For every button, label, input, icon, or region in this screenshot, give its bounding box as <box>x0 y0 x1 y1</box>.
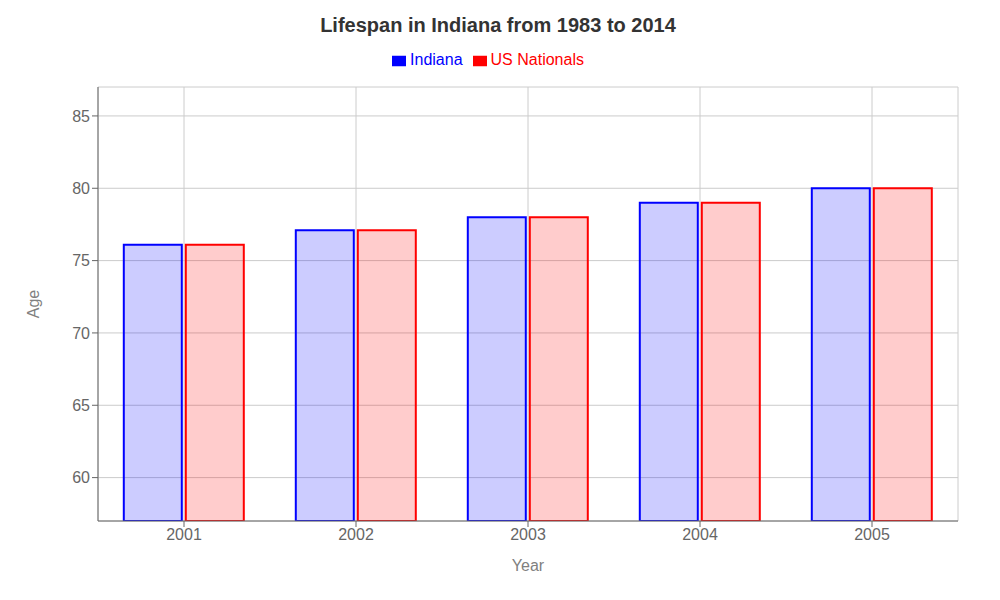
svg-text:2003: 2003 <box>510 526 546 543</box>
svg-text:75: 75 <box>72 252 90 269</box>
svg-text:80: 80 <box>72 180 90 197</box>
html-text:US Nationals: US Nationals <box>490 51 584 68</box>
svg-text:85: 85 <box>72 108 90 125</box>
svg-text:70: 70 <box>72 325 90 342</box>
html-text:Lifespan in Indiana from 1983: Lifespan in Indiana from 1983 to 2014 <box>320 14 676 36</box>
svg-text:2002: 2002 <box>338 526 374 543</box>
html-text:Indiana: Indiana <box>410 51 463 68</box>
svg-text:Year: Year <box>512 557 545 574</box>
svg-text:65: 65 <box>72 397 90 414</box>
svg-text:2004: 2004 <box>682 526 718 543</box>
svg-text:2001: 2001 <box>166 526 202 543</box>
svg-text:Age: Age <box>25 290 42 319</box>
svg-text:60: 60 <box>72 469 90 486</box>
svg-text:2005: 2005 <box>854 526 890 543</box>
